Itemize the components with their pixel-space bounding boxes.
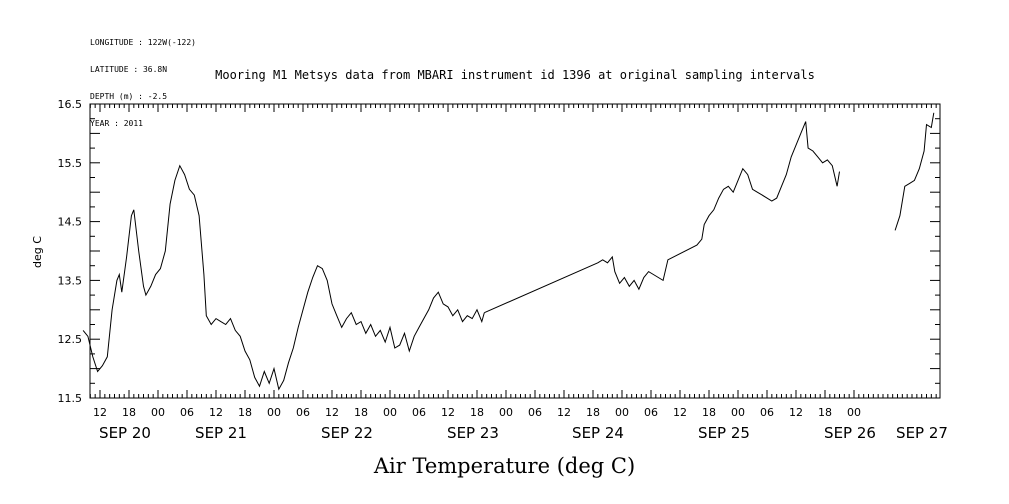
x-date-label: SEP 25 <box>698 424 750 442</box>
x-tick-label: 18 <box>354 406 368 419</box>
x-tick-label: 12 <box>789 406 803 419</box>
x-axis-label: Air Temperature (deg C) <box>373 454 636 478</box>
x-date-label: SEP 21 <box>195 424 247 442</box>
x-tick-label: 18 <box>702 406 716 419</box>
x-tick-label: 18 <box>586 406 600 419</box>
x-tick-label: 06 <box>528 406 542 419</box>
y-axis-label: deg C <box>31 236 44 268</box>
x-tick-label: 18 <box>818 406 832 419</box>
series-line <box>894 112 935 231</box>
data-lines <box>82 112 935 391</box>
x-tick-label: 06 <box>180 406 194 419</box>
x-date-label: SEP 22 <box>321 424 373 442</box>
x-tick-label: 00 <box>151 406 165 419</box>
year-text: YEAR : 2011 <box>90 119 143 128</box>
series-line <box>82 164 485 391</box>
metadata-block: LONGITUDE : 122W(-122) LATITUDE : 36.8N … <box>90 20 196 137</box>
x-tick-label: 12 <box>673 406 687 419</box>
longitude-text: LONGITUDE : 122W(-122) <box>90 38 196 47</box>
x-tick-label: 00 <box>383 406 397 419</box>
x-tick-label: 18 <box>238 406 252 419</box>
chart-title: Mooring M1 Metsys data from MBARI instru… <box>215 68 815 82</box>
x-date-label: SEP 26 <box>824 424 876 442</box>
x-tick-label: 00 <box>731 406 745 419</box>
x-tick-label: 00 <box>267 406 281 419</box>
x-tick-label: 00 <box>499 406 513 419</box>
x-tick-label: 12 <box>557 406 571 419</box>
y-tick-label: 14.5 <box>58 216 83 229</box>
x-tick-label: 06 <box>644 406 658 419</box>
x-axis-ticks: 12 18 00 06 12 18 00 06 12 18 00 06 12 18 00 06 12 18 00 06… <box>89 104 948 442</box>
plot-frame <box>89 103 941 399</box>
x-date-label: SEP 23 <box>447 424 499 442</box>
x-tick-label: 00 <box>615 406 629 419</box>
x-date-label: SEP 24 <box>572 424 624 442</box>
y-tick-label: 15.5 <box>58 157 83 170</box>
x-tick-label: 18 <box>470 406 484 419</box>
x-tick-label: 06 <box>760 406 774 419</box>
x-tick-label: 12 <box>441 406 455 419</box>
y-tick-label: 11.5 <box>58 392 83 405</box>
depth-text: DEPTH (m) : -2.5 <box>90 92 168 101</box>
x-tick-label: 12 <box>325 406 339 419</box>
x-tick-label: 18 <box>122 406 136 419</box>
latitude-text: LATITUDE : 36.8N <box>90 65 168 74</box>
x-tick-label: 12 <box>209 406 223 419</box>
y-tick-label: 16.5 <box>58 98 83 111</box>
x-tick-label: 12 <box>93 406 107 419</box>
x-tick-label: 06 <box>296 406 310 419</box>
y-tick-label: 12.5 <box>58 333 83 346</box>
y-tick-label: 13.5 <box>58 274 83 287</box>
x-tick-label: 00 <box>847 406 861 419</box>
x-tick-label: 06 <box>412 406 426 419</box>
x-date-label: SEP 20 <box>99 424 151 442</box>
x-date-label: SEP 27 <box>896 424 948 442</box>
plot-border <box>89 103 941 399</box>
series-line <box>484 121 840 314</box>
